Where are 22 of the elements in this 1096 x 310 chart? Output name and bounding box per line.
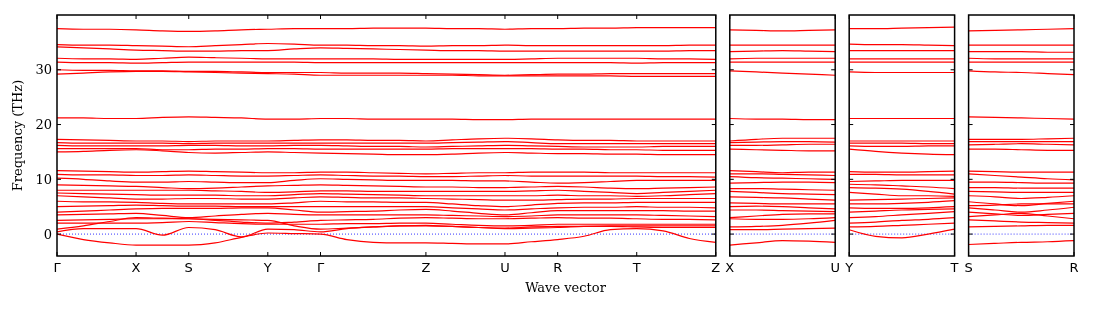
x-tick-label: Γ: [316, 260, 325, 275]
x-tick-label: Z: [711, 260, 721, 275]
y-tick-label: 20: [35, 117, 52, 133]
x-axis-title: Wave vector: [525, 280, 607, 295]
x-tick-label: X: [131, 260, 141, 275]
y-tick-label: 10: [35, 171, 52, 187]
x-tick-label: X: [725, 260, 735, 275]
x-tick-label: T: [631, 260, 641, 275]
y-tick-label: 0: [43, 226, 52, 242]
x-tick-label: U: [500, 260, 510, 275]
x-tick-label: Y: [262, 260, 272, 275]
x-tick-label: T: [949, 260, 959, 275]
x-tick-label: R: [553, 260, 563, 275]
x-tick-label: Y: [844, 260, 854, 275]
x-tick-label: Γ: [53, 260, 62, 275]
y-axis-title: Frequency (THz): [10, 79, 25, 192]
y-tick-label: 30: [35, 62, 52, 78]
x-tick-label: S: [184, 260, 193, 275]
x-tick-label: R: [1069, 260, 1079, 275]
x-tick-label: Z: [421, 260, 431, 275]
x-tick-label: U: [830, 260, 840, 275]
x-tick-label: S: [964, 260, 973, 275]
